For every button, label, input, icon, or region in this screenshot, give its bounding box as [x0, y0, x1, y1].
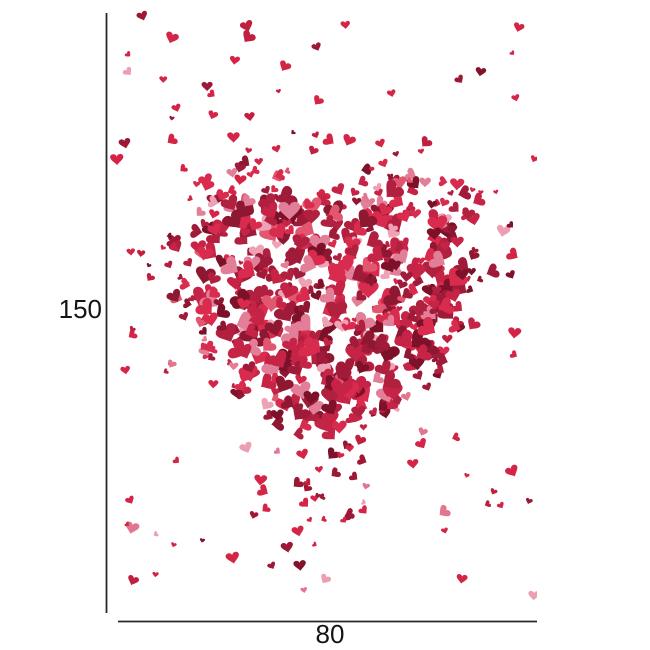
height-dimension-label: 150 — [58, 294, 102, 324]
heart-confetti-artwork — [109, 10, 537, 601]
width-dimension-label: 80 — [315, 619, 345, 649]
